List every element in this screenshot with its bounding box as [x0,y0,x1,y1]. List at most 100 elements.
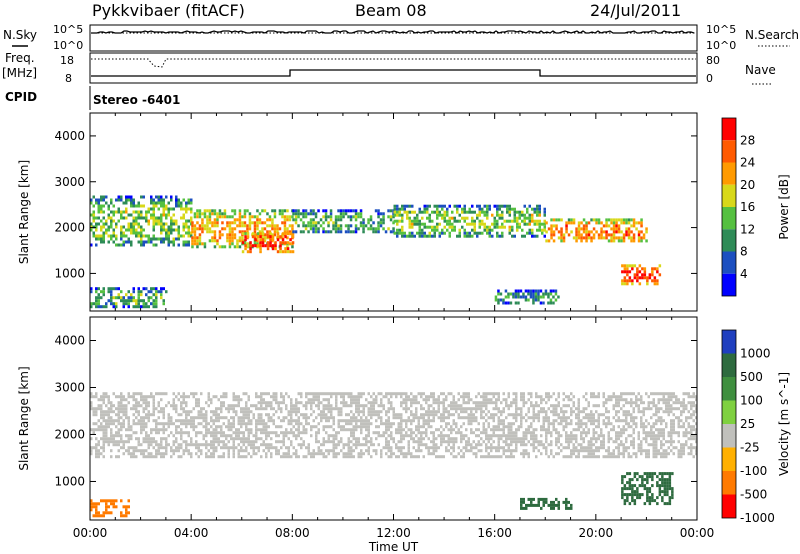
cell [637,239,641,243]
cell [482,392,485,396]
cell [527,392,530,396]
cell [125,299,128,303]
cell [612,407,615,411]
cell [467,440,470,444]
cell [512,413,515,417]
cell [452,440,455,444]
cell [357,398,360,402]
cell [180,419,183,423]
cell [152,413,155,417]
cell [97,440,100,444]
cell [640,452,643,456]
cell [322,221,325,225]
cell [223,215,227,219]
cell [201,218,204,222]
cell [600,233,603,237]
cell [672,401,675,405]
cell [550,236,553,240]
cell [140,449,143,453]
cell [172,222,175,226]
cell [554,298,558,302]
cell [217,437,220,441]
cell [585,413,588,417]
cell [145,449,148,453]
cell [645,437,648,441]
cell [587,449,590,453]
cell [657,392,660,396]
cell [357,395,360,399]
cell [362,407,365,411]
cell [445,446,448,450]
cell [570,449,573,453]
cell [259,244,262,248]
cell [575,239,578,243]
cell [575,422,578,426]
cell [90,243,93,247]
cell [92,395,95,399]
cell [595,404,598,408]
cell [182,410,185,414]
cell [115,210,118,214]
cell [147,395,150,399]
cell [534,298,538,302]
cell [339,230,343,234]
cell [533,207,536,211]
cell [490,413,493,417]
cell [92,431,95,435]
freq-tick-high: 18 [60,54,74,67]
cell [329,215,333,219]
cell [560,227,563,231]
cell [431,234,434,238]
y-tick-label: 1000 [54,266,85,280]
cell [170,222,173,226]
cell [572,449,575,453]
cell [359,212,363,216]
cell [507,295,510,299]
cell [677,416,680,420]
cell [612,239,616,243]
cell [125,410,128,414]
cell [690,434,693,438]
cell [555,398,558,402]
cell [413,234,416,238]
cell [322,407,325,411]
cell [448,222,451,226]
cell [580,437,583,441]
cell [225,437,228,441]
cell [365,440,368,444]
cell [95,222,98,226]
cell [256,232,260,236]
cell [322,413,325,417]
cell [297,443,300,447]
cell [418,210,421,214]
cell [450,401,453,405]
cell [125,449,128,453]
cell [352,455,355,459]
cell [287,452,290,456]
cell [367,452,370,456]
cell [182,407,185,411]
cell [440,440,443,444]
cell [627,410,630,414]
cell [411,234,414,238]
cell [612,449,615,453]
cell [496,210,499,214]
cell [407,398,410,402]
cell [657,407,660,411]
cell [636,487,639,491]
cell [217,443,220,447]
cell [290,401,293,405]
cell [135,228,138,232]
cell [236,224,239,228]
cell [192,425,195,429]
cell [277,407,280,411]
cell [305,407,308,411]
cell [281,221,284,225]
cell [120,195,123,199]
cell [382,446,385,450]
cell [547,416,550,420]
cell [597,221,601,225]
cell [90,499,93,503]
cell [132,305,135,309]
cell [645,425,648,429]
